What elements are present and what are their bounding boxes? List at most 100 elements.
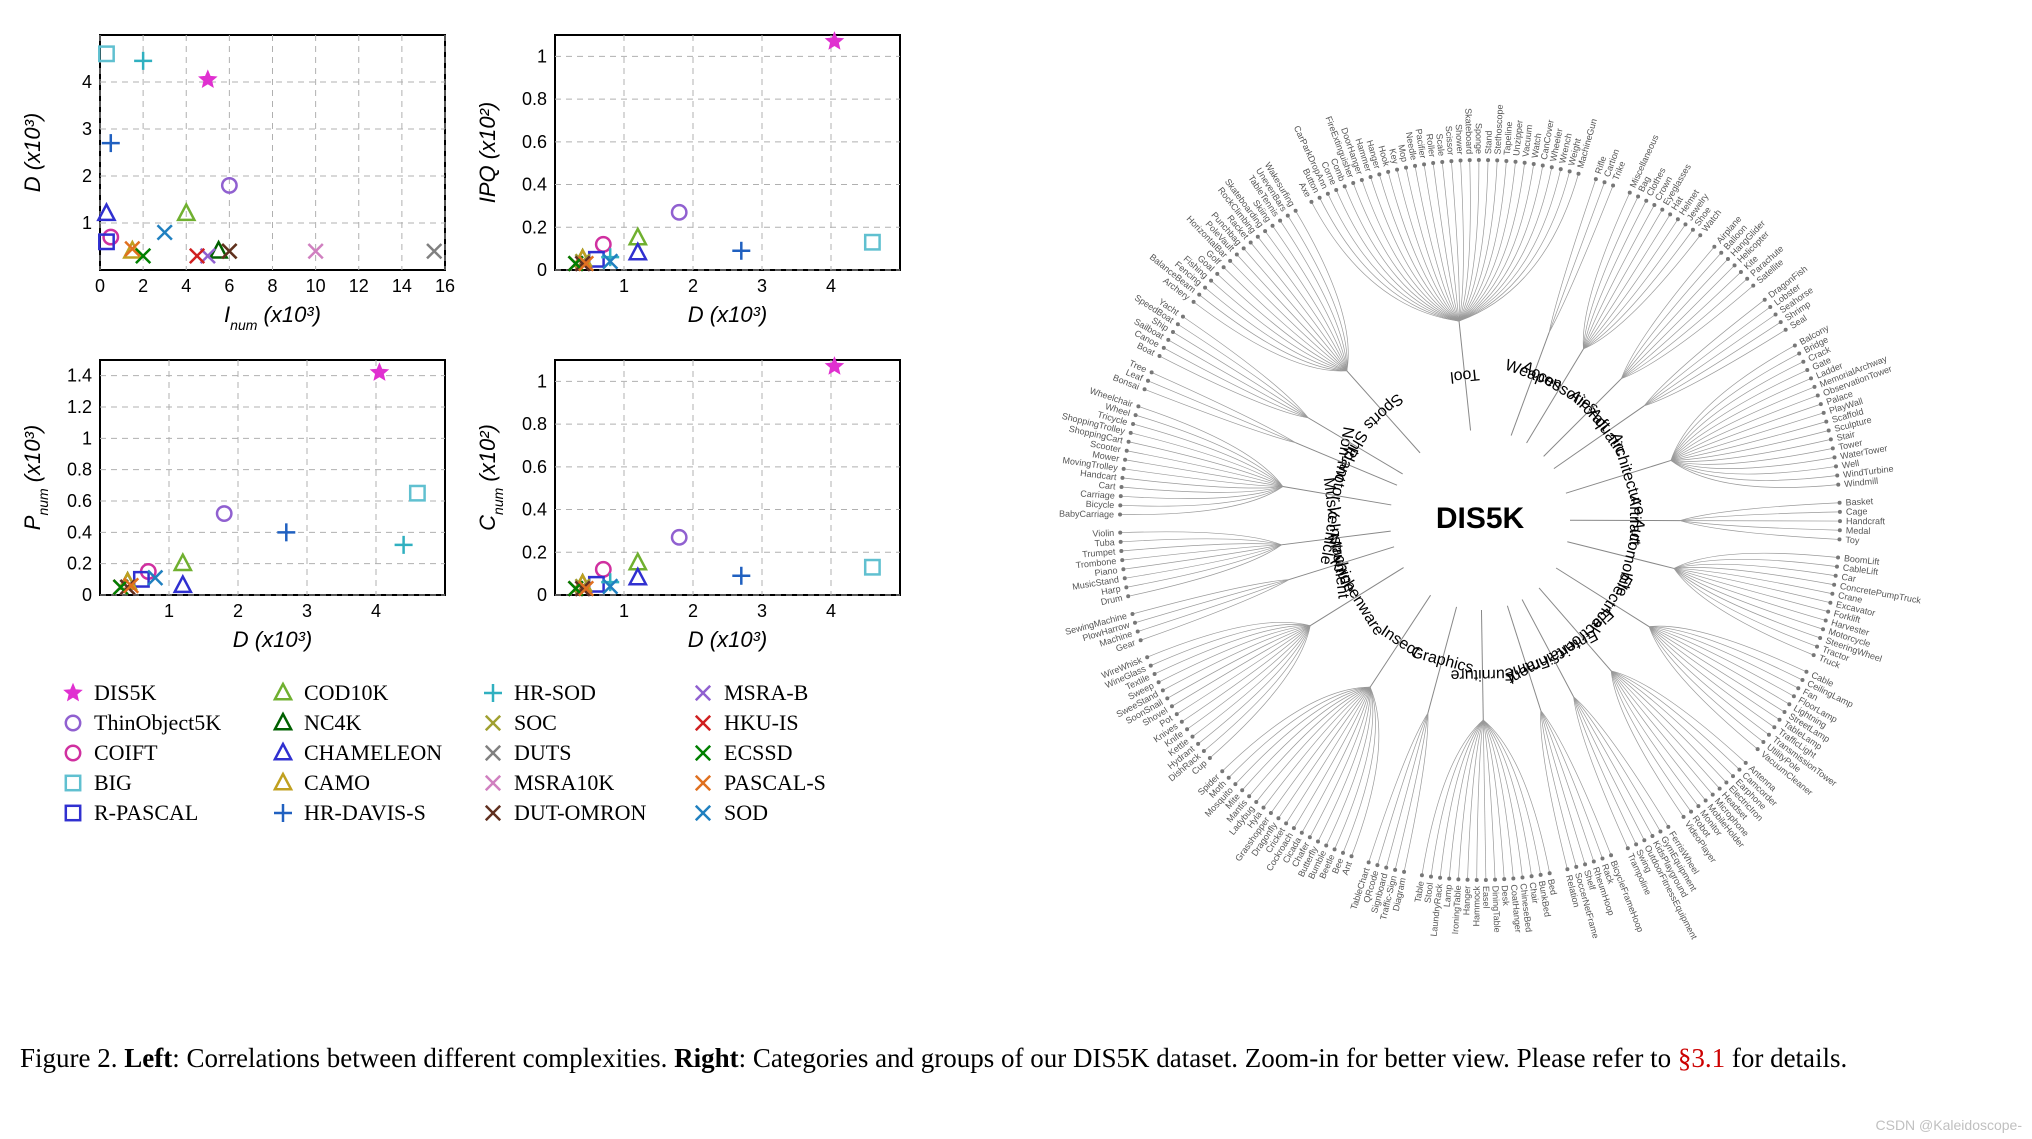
legend-label: HKU-IS <box>724 710 799 736</box>
svg-text:2: 2 <box>688 601 698 621</box>
svg-text:D (x10³): D (x10³) <box>233 627 312 652</box>
svg-text:D (x10³): D (x10³) <box>688 302 767 327</box>
svg-text:16: 16 <box>435 276 455 296</box>
svg-text:4: 4 <box>371 601 381 621</box>
svg-text:4: 4 <box>82 72 92 92</box>
svg-text:0.8: 0.8 <box>522 89 547 109</box>
left-panel: 02468101214161234Inum (x10³)D (x10³) 123… <box>20 20 920 826</box>
legend-label: CHAMELEON <box>304 740 442 766</box>
svg-text:14: 14 <box>392 276 412 296</box>
legend-item: DIS5K <box>60 680 250 706</box>
legend-marker-icon <box>480 680 506 706</box>
legend-marker-icon <box>270 680 296 706</box>
caption-right-bold: Right <box>674 1043 739 1073</box>
legend-marker-icon <box>690 800 716 826</box>
legend-item: HR-DAVIS-S <box>270 800 460 826</box>
right-panel: DIS5KToolAxeButtonCarParkDropAnnCorneCom… <box>950 20 2012 1020</box>
svg-text:6: 6 <box>224 276 234 296</box>
legend-marker-icon <box>60 770 86 796</box>
figure-caption: Figure 2. Left: Correlations between dif… <box>20 1040 2012 1078</box>
legend-item: DUTS <box>480 740 670 766</box>
svg-text:Hanger: Hanger <box>1461 886 1472 916</box>
svg-text:2: 2 <box>82 166 92 186</box>
legend-label: CAMO <box>304 770 370 796</box>
svg-text:DiningTable: DiningTable <box>1490 885 1502 932</box>
svg-text:0.4: 0.4 <box>522 500 547 520</box>
legend-label: MSRA-B <box>724 680 808 706</box>
svg-text:0.6: 0.6 <box>522 132 547 152</box>
svg-text:1: 1 <box>82 213 92 233</box>
svg-text:0.2: 0.2 <box>522 217 547 237</box>
legend-label: R-PASCAL <box>94 800 198 826</box>
legend-item: MSRA-B <box>690 680 880 706</box>
legend-label: NC4K <box>304 710 361 736</box>
svg-text:0.8: 0.8 <box>67 460 92 480</box>
legend-marker-icon <box>270 770 296 796</box>
chart-tl: 02468101214161234Inum (x10³)D (x10³) <box>20 20 465 335</box>
caption-tail: for details. <box>1725 1043 1847 1073</box>
svg-text:2: 2 <box>138 276 148 296</box>
svg-text:4: 4 <box>826 601 836 621</box>
svg-text:0: 0 <box>82 585 92 605</box>
svg-text:2: 2 <box>688 276 698 296</box>
svg-text:0.2: 0.2 <box>67 554 92 574</box>
legend-item: COIFT <box>60 740 250 766</box>
legend-marker-icon <box>60 740 86 766</box>
svg-text:0: 0 <box>537 585 547 605</box>
svg-text:2: 2 <box>233 601 243 621</box>
svg-text:3: 3 <box>757 276 767 296</box>
caption-figure-label: Figure 2. <box>20 1043 118 1073</box>
svg-text:Hammock: Hammock <box>1471 885 1481 926</box>
caption-right-text: : Categories and groups of our DIS5K dat… <box>739 1043 1678 1073</box>
legend-item: PASCAL-S <box>690 770 880 796</box>
svg-text:Toy: Toy <box>1845 535 1860 546</box>
legend-marker-icon <box>60 800 86 826</box>
legend-marker-icon <box>690 770 716 796</box>
legend-item: CHAMELEON <box>270 740 460 766</box>
svg-text:BabyCarriage: BabyCarriage <box>1059 509 1114 520</box>
chart-br: 123400.20.40.60.81D (x10³)Cnum (x10²) <box>475 345 920 660</box>
svg-text:0: 0 <box>537 260 547 280</box>
svg-text:Cnum (x10²): Cnum (x10²) <box>475 424 506 531</box>
legend-item: ECSSD <box>690 740 880 766</box>
legend-label: HR-DAVIS-S <box>304 800 426 826</box>
svg-text:1.4: 1.4 <box>67 366 92 386</box>
caption-left-bold: Left <box>124 1043 172 1073</box>
legend-label: SOD <box>724 800 768 826</box>
radial-diagram: DIS5KToolAxeButtonCarParkDropAnnCorneCom… <box>950 20 2010 1020</box>
legend-item: HR-SOD <box>480 680 670 706</box>
legend-marker-icon <box>270 710 296 736</box>
svg-text:0.2: 0.2 <box>522 542 547 562</box>
legend-item: HKU-IS <box>690 710 880 736</box>
legend-label: COIFT <box>94 740 158 766</box>
figure-container: 02468101214161234Inum (x10³)D (x10³) 123… <box>20 20 2012 1020</box>
svg-text:0: 0 <box>95 276 105 296</box>
legend-marker-icon <box>60 710 86 736</box>
svg-text:3: 3 <box>757 601 767 621</box>
svg-text:1: 1 <box>619 276 629 296</box>
chart-tr: 123400.20.40.60.81D (x10³)IPQ (x10²) <box>475 20 920 335</box>
legend-marker-icon <box>690 710 716 736</box>
svg-text:0.8: 0.8 <box>522 414 547 434</box>
svg-text:1: 1 <box>537 46 547 66</box>
legend-marker-icon <box>270 740 296 766</box>
legend-item: COD10K <box>270 680 460 706</box>
svg-text:12: 12 <box>349 276 369 296</box>
legend-item: NC4K <box>270 710 460 736</box>
svg-text:Tool: Tool <box>1449 365 1480 385</box>
legend-item: SOC <box>480 710 670 736</box>
svg-text:0.4: 0.4 <box>522 175 547 195</box>
svg-text:8: 8 <box>267 276 277 296</box>
svg-text:0.4: 0.4 <box>67 522 92 542</box>
svg-text:1.2: 1.2 <box>67 397 92 417</box>
legend-marker-icon <box>480 740 506 766</box>
svg-text:Skateboard: Skateboard <box>1463 108 1474 154</box>
chart-bl: 123400.20.40.60.811.21.4D (x10³)Pnum (x1… <box>20 345 465 660</box>
caption-link[interactable]: §3.1 <box>1678 1043 1725 1073</box>
svg-text:0.6: 0.6 <box>522 457 547 477</box>
legend-label: ECSSD <box>724 740 792 766</box>
legend-marker-icon <box>690 680 716 706</box>
svg-text:4: 4 <box>826 276 836 296</box>
legend-item: SOD <box>690 800 880 826</box>
legend: DIS5KCOD10KHR-SODMSRA-BThinObject5KNC4KS… <box>20 680 920 826</box>
